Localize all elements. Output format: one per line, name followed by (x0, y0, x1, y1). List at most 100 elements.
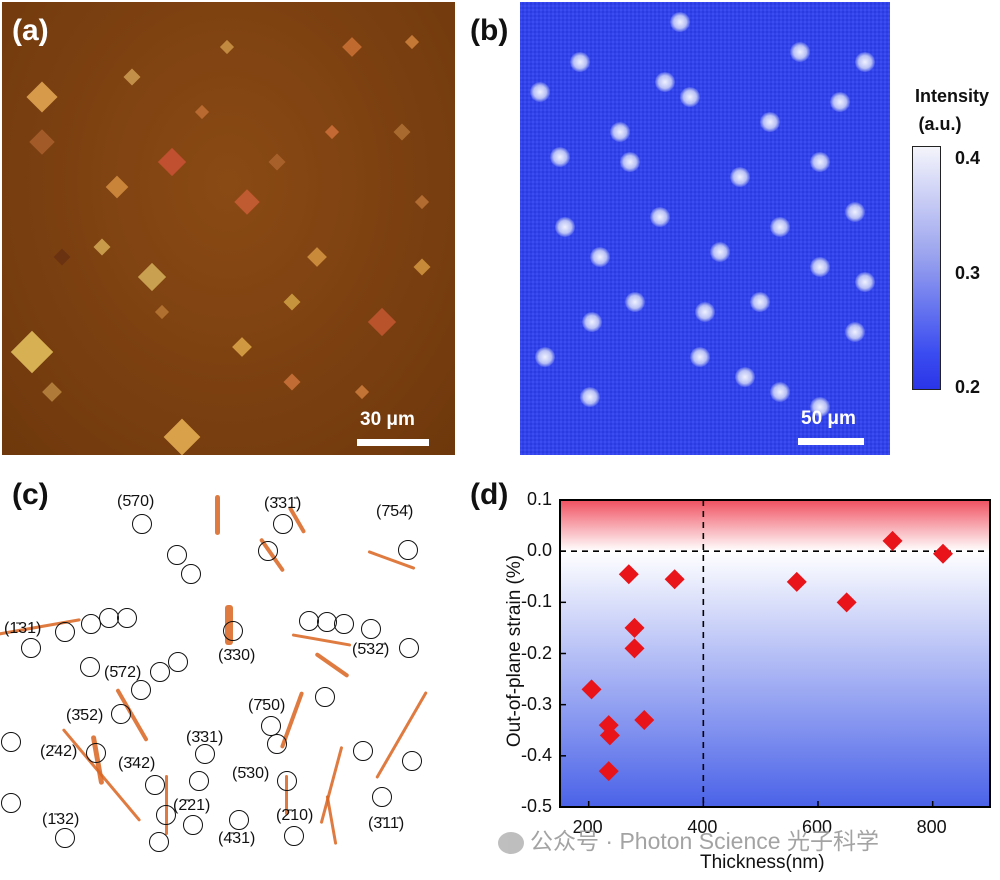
bright-spot (610, 122, 630, 142)
bright-spot (810, 152, 830, 172)
data-point (598, 715, 619, 736)
panel-label-b: (b) (470, 14, 509, 47)
bright-spot (695, 302, 715, 322)
bright-spot (830, 92, 850, 112)
crystal-flake (154, 304, 170, 320)
bright-spot (680, 87, 700, 107)
indexed-spot-circle (150, 662, 170, 682)
wechat-icon (498, 831, 524, 854)
bright-spot (655, 72, 675, 92)
data-point (618, 564, 639, 585)
bright-spot (550, 147, 570, 167)
colorbar-tick: 0.4 (955, 148, 981, 168)
compressive-region (560, 551, 990, 807)
indexed-spot-circle (223, 621, 243, 641)
indexed-spot-circle (55, 828, 75, 848)
bright-spot (730, 167, 750, 187)
crystal-flake (137, 262, 167, 292)
indexed-spot-circle (398, 540, 418, 560)
indexed-spot-circle (315, 687, 335, 707)
miller-index-label: (5̄32̄) (352, 641, 390, 658)
scale-bar-label: 30 μm (360, 409, 415, 430)
indexed-spot-circle (99, 608, 119, 628)
crystal-flake (413, 258, 431, 276)
indexed-spot-circle (195, 744, 215, 764)
crystal-flake (219, 39, 235, 55)
y-tick-label: 0.0 (526, 540, 552, 561)
plot-frame (559, 499, 991, 808)
indexed-spot-circle (229, 810, 249, 830)
y-axis-label: Out-of-plane strain (%) (504, 554, 525, 748)
bright-spot (855, 52, 875, 72)
crystal-flake (342, 37, 362, 57)
scale-bar (798, 438, 864, 445)
miller-index-label: (1̄32) (42, 811, 80, 828)
indexed-spot-circle (334, 614, 354, 634)
indexed-spot-circle (189, 771, 209, 791)
indexed-spot-circle (145, 775, 165, 795)
crystal-flake (268, 153, 286, 171)
crystal-flake (234, 189, 260, 215)
crystal-flake (157, 147, 187, 177)
miller-index-label: (2̄10) (276, 807, 314, 824)
intensity-map: 50 μm (520, 2, 890, 455)
crystal-flake (414, 194, 430, 210)
indexed-spot-circle (273, 514, 293, 534)
bright-spot (845, 202, 865, 222)
bright-spot (582, 312, 602, 332)
indexed-spot-circle (21, 638, 41, 658)
y-tick-label: -0.3 (520, 693, 552, 714)
miller-index-label: (3̄42) (118, 755, 156, 772)
crystal-flake (105, 175, 129, 199)
diffraction-streak (325, 795, 338, 845)
indexed-spot-circle (353, 741, 373, 761)
indexed-spot-circle (372, 787, 392, 807)
crystal-flake (42, 382, 62, 402)
y-tick-label: -0.4 (520, 744, 552, 765)
diffraction-streak (291, 633, 352, 647)
indexed-spot-circle (402, 751, 422, 771)
diffraction-streak (314, 651, 350, 679)
indexed-spot-circle (81, 614, 101, 634)
crystal-flake (393, 123, 411, 141)
x-tick-label: 400 (687, 817, 718, 837)
indexed-spot-circle (55, 622, 75, 642)
colorbar-unit: (a.u.) (918, 114, 962, 134)
indexed-spot-circle (284, 826, 304, 846)
miller-index-label: (3̄52) (66, 707, 104, 724)
miller-index-label: (5̄30) (232, 765, 270, 782)
bright-spot (735, 367, 755, 387)
miller-index-label: (1̄31) (4, 620, 42, 637)
indexed-spot-circle (111, 704, 131, 724)
colorbar-title: Intensity (914, 86, 989, 106)
indexed-spot-circle (183, 815, 203, 835)
indexed-spot-circle (277, 771, 297, 791)
data-point (598, 761, 619, 782)
data-point (786, 571, 807, 592)
indexed-spot-circle (167, 545, 187, 565)
indexed-spot-circle (156, 805, 176, 825)
bright-spot (845, 322, 865, 342)
data-point (599, 725, 620, 746)
data-point (882, 530, 903, 551)
crystal-flake (283, 293, 301, 311)
scale-bar-label: 50 μm (801, 408, 856, 429)
crystal-flake (163, 418, 201, 455)
miller-index-label: (7̄50) (248, 697, 286, 714)
indexed-spot-circle (267, 734, 287, 754)
panel-label-d: (d) (470, 478, 509, 511)
indexed-spot-circle (80, 657, 100, 677)
colorbar-tick: 0.2 (955, 377, 981, 397)
data-point (634, 710, 655, 731)
crystal-flake (29, 129, 55, 155)
bright-spot (690, 347, 710, 367)
watermark-text: 公众号 · Photon Science 光子科学 (530, 828, 879, 854)
panel-label-a: (a) (12, 14, 49, 47)
miller-index-label: (2̄42) (40, 743, 78, 760)
indexed-spot-circle (1, 732, 21, 752)
colorbar-tick: 0.3 (955, 263, 981, 283)
crystal-flake (26, 81, 58, 113)
bright-spot (650, 207, 670, 227)
miller-index-label: (3̄11̄) (368, 815, 405, 832)
crystal-flake (194, 104, 210, 120)
